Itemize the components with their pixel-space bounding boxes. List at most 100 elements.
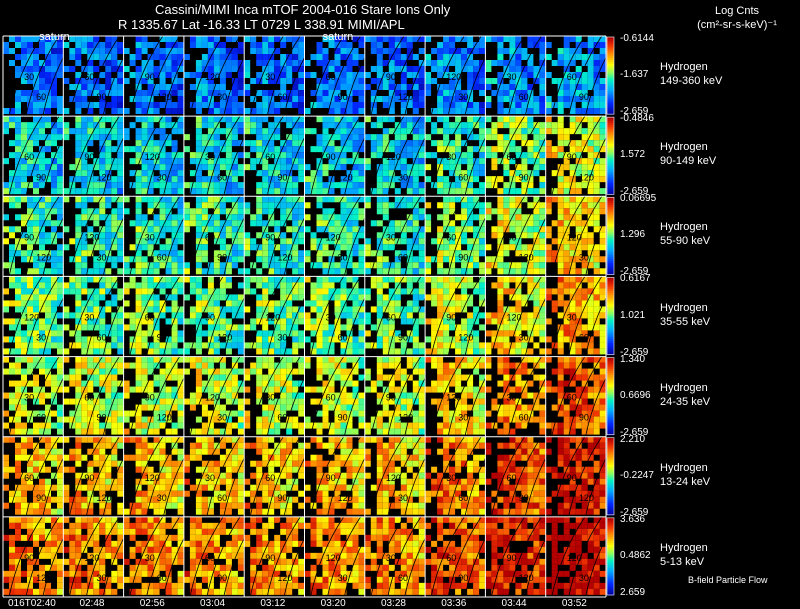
contour-label: 120: [507, 313, 522, 323]
heatmap-pixel: [105, 164, 112, 171]
heatmap-pixel: [497, 214, 504, 221]
heatmap-pixel: [286, 250, 293, 257]
heatmap-pixel: [340, 380, 347, 387]
heatmap-pixel: [473, 312, 480, 319]
heatmap-pixel: [587, 294, 594, 301]
heatmap-pixel: [599, 312, 606, 319]
heatmap-pixel: [352, 336, 359, 343]
heatmap-pixel: [231, 392, 238, 399]
heatmap-pixel: [298, 48, 305, 54]
heatmap-pixel: [298, 208, 305, 215]
contour-label: 60: [277, 92, 287, 102]
heatmap-pixel: [51, 336, 57, 343]
heatmap-pixel: [207, 48, 214, 54]
heatmap-pixel: [557, 96, 564, 102]
heatmap-pixel: [286, 294, 293, 301]
heatmap-pixel: [171, 256, 178, 263]
heatmap-pixel: [21, 232, 27, 239]
heatmap-pixel: [497, 256, 504, 263]
heatmap-pixel: [449, 318, 456, 325]
heatmap-pixel: [418, 152, 425, 159]
heatmap-pixel: [213, 262, 220, 269]
heatmap-pixel: [81, 140, 88, 147]
heatmap-pixel: [27, 282, 33, 289]
heatmap-pixel: [539, 268, 546, 275]
heatmap-pixel: [177, 380, 184, 387]
heatmap-pixel: [129, 362, 136, 369]
heatmap-pixel: [346, 60, 353, 66]
heatmap-pixel: [147, 250, 154, 257]
heatmap-pixel: [45, 238, 51, 245]
contour-label: 120: [519, 252, 534, 262]
heatmap-pixel: [39, 324, 45, 331]
heatmap-pixel: [352, 262, 359, 269]
heatmap-pixel: [159, 282, 166, 289]
heatmap-pixel: [412, 128, 419, 135]
heatmap-pixel: [310, 330, 317, 337]
heatmap-pixel: [322, 300, 329, 307]
heatmap-pixel: [105, 220, 112, 227]
heatmap-pixel: [593, 84, 600, 90]
heatmap-pixel: [437, 422, 444, 429]
heatmap-pixel: [443, 96, 450, 102]
heatmap-pixel: [533, 146, 540, 153]
heatmap-pixel: [45, 330, 51, 337]
heatmap-pixel: [63, 312, 70, 319]
heatmap-pixel: [581, 140, 588, 147]
heatmap-pixel: [545, 348, 552, 355]
heatmap-pixel: [497, 54, 504, 60]
heatmap-pixel: [406, 312, 413, 319]
heatmap-pixel: [99, 374, 106, 381]
heatmap-pixel: [165, 214, 172, 221]
heatmap-pixel: [461, 250, 468, 257]
heatmap-pixel: [87, 380, 94, 387]
heatmap-pixel: [497, 244, 504, 251]
heatmap-pixel: [219, 356, 226, 363]
heatmap-pixel: [75, 294, 82, 301]
heatmap-pixel: [33, 164, 39, 171]
heatmap-pixel: [81, 244, 88, 251]
heatmap-pixel: [75, 380, 82, 387]
contour-label: 120: [579, 172, 594, 182]
heatmap-pixel: [473, 250, 480, 257]
heatmap-pixel: [87, 428, 94, 435]
heatmap-pixel: [497, 348, 504, 355]
heatmap-pixel: [310, 294, 317, 301]
heatmap-pixel: [213, 140, 220, 147]
heatmap-pixel: [105, 368, 112, 375]
heatmap-pixel: [400, 348, 407, 355]
heatmap-pixel: [352, 158, 359, 165]
heatmap-pixel: [219, 72, 226, 78]
contour-line: [327, 115, 361, 197]
heatmap-pixel: [418, 128, 425, 135]
contour-line: [25, 196, 60, 277]
heatmap-pixel: [581, 262, 588, 269]
heatmap-pixel: [274, 202, 281, 209]
heatmap-pixel: [479, 220, 486, 227]
heatmap-pixel: [455, 54, 462, 60]
heatmap-pixel: [437, 380, 444, 387]
heatmap-pixel: [141, 356, 148, 363]
heatmap-pixel: [406, 202, 413, 209]
heatmap-pixel: [33, 202, 39, 209]
heatmap-pixel: [358, 374, 365, 381]
heatmap-pixel: [262, 330, 269, 337]
heatmap-pixel: [69, 188, 76, 195]
heatmap-pixel: [358, 188, 365, 195]
heatmap-pixel: [376, 288, 383, 295]
heatmap-pixel: [527, 262, 534, 269]
contour-label: 90: [277, 172, 287, 182]
heatmap-pixel: [262, 36, 269, 42]
heatmap-pixel: [105, 116, 112, 123]
heatmap-pixel: [437, 54, 444, 60]
heatmap-pixel: [87, 116, 94, 123]
heatmap-pixel: [117, 324, 124, 331]
heatmap-pixel: [105, 72, 112, 78]
heatmap-pixel: [412, 330, 419, 337]
heatmap-pixel: [304, 416, 311, 423]
heatmap-pixel: [394, 202, 401, 209]
heatmap-pixel: [473, 108, 480, 114]
heatmap-pixel: [213, 152, 220, 159]
heatmap-pixel: [177, 66, 184, 72]
